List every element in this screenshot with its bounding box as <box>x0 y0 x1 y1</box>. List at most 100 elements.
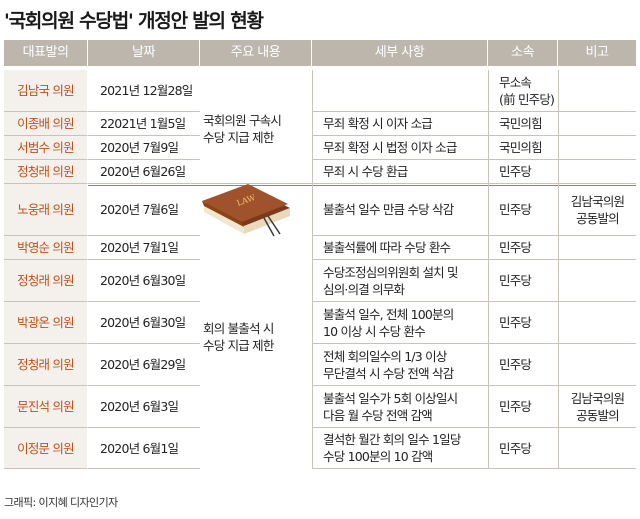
cell-text: 22021년 1월5일 <box>100 116 186 131</box>
date-cell: 2020년 7월9일 <box>88 136 200 160</box>
page-title: '국회의원 수당법' 개정안 발의 현황 <box>4 10 264 32</box>
detail-cell: 불출석 일수 만큼 수당 삭감 <box>312 184 488 236</box>
proposer-cell: 김남국 의원 <box>4 70 88 112</box>
detail-cell: 무죄 확정 시 법정 이자 소급 <box>312 136 488 160</box>
cell-text: 2020년 6월1일 <box>100 440 179 456</box>
proposer-cell: 서범수 의원 <box>4 136 88 160</box>
party-cell: 민주당 <box>488 260 558 302</box>
cell-line: 민주당 <box>499 202 532 217</box>
main-content-group-2: 회의 불출석 시 수당 지급 제한 <box>203 320 309 354</box>
cell-text: 김남국 의원 <box>17 83 74 98</box>
party-cell: 무소속 (前 민주당) <box>488 70 558 112</box>
detail-cell: 수당조정심의위원회 설치 및 심의·의결 의무화 <box>312 260 488 302</box>
cell-line: 무단결석 시 수당 전액 삭감 <box>323 365 454 381</box>
cell-line: 무소속 <box>499 74 532 90</box>
cell-text: 이종배 의원 <box>17 116 74 131</box>
graphic-credit: 그래픽: 이지혜 디자인기자 <box>4 496 118 509</box>
header-details: 세부 사항 <box>312 40 488 66</box>
party-cell: 민주당 <box>488 386 558 428</box>
cell-line: 민주당 <box>499 440 532 456</box>
detail-cell: 불출석 일수가 5회 이상일시 다음 월 수당 전액 감액 <box>312 386 488 428</box>
bill-table: 대표발의 날짜 주요 내용 세부 사항 소속 비고 국회의원 구속시 수당 지급… <box>4 40 636 484</box>
cell-line: 다음 월 수당 전액 감액 <box>323 407 433 423</box>
party-cell: 민주당 <box>488 160 558 184</box>
date-cell: 22021년 1월5일 <box>88 112 200 136</box>
note-cell <box>558 236 636 260</box>
cell-text: 박광온 의원 <box>17 315 74 330</box>
note-cell: 김남국의원 공동발의 <box>558 386 636 428</box>
cell-line: 불출석률에 따라 수당 환수 <box>323 240 451 255</box>
cell-text: 2020년 7월6일 <box>100 202 179 217</box>
cell-text: 노웅래 의원 <box>17 202 74 217</box>
date-cell: 2020년 6월1일 <box>88 428 200 469</box>
cell-line: 공동발의 <box>576 407 620 423</box>
main-content-line: 국회의원 구속시 <box>203 113 282 128</box>
date-cell: 2020년 7월6일 <box>88 184 200 236</box>
proposer-cell: 박광온 의원 <box>4 302 88 344</box>
proposer-cell: 이정문 의원 <box>4 428 88 469</box>
cell-text: 정청래 의원 <box>17 164 74 179</box>
cell-line: 공동발의 <box>576 210 620 226</box>
date-cell: 2020년 6월3일 <box>88 386 200 428</box>
cell-line: 불출석 일수 만큼 수당 삭감 <box>323 202 454 217</box>
main-content-line: 수당 지급 제한 <box>203 130 274 145</box>
main-content-line: 회의 불출석 시 <box>203 321 274 336</box>
date-cell: 2020년 6월26일 <box>88 160 200 184</box>
note-cell <box>558 428 636 469</box>
cell-line: 결석한 월간 회의 일수 1일당 <box>323 432 461 447</box>
cell-line: 김남국의원 <box>570 193 625 209</box>
note-cell <box>558 260 636 302</box>
cell-line: 불출석 일수가 5회 이상일시 <box>323 390 458 406</box>
cell-text: 2021년 12월28일 <box>100 83 193 98</box>
cell-line: 민주당 <box>499 164 532 179</box>
cell-line: 국민의힘 <box>499 116 543 131</box>
group-divider <box>4 185 636 186</box>
cell-text: 서범수 의원 <box>17 140 74 155</box>
cell-line: 민주당 <box>499 399 532 414</box>
detail-cell <box>312 70 488 112</box>
detail-cell: 전체 회의일수의 1/3 이상 무단결석 시 수당 전액 삭감 <box>312 344 488 386</box>
cell-line: 민주당 <box>499 357 532 372</box>
main-content-divider <box>200 183 312 184</box>
cell-text: 2020년 7월9일 <box>100 140 179 155</box>
cell-text: 박영순 의원 <box>17 240 74 255</box>
cell-line: 불출석 일수, 전체 100분의 <box>323 306 454 322</box>
date-cell: 2021년 12월28일 <box>88 70 200 112</box>
cell-line: 10 이상 시 수당 환수 <box>323 323 426 339</box>
cell-text: 2020년 6월30일 <box>100 273 186 288</box>
party-cell: 민주당 <box>488 302 558 344</box>
party-cell: 민주당 <box>488 428 558 469</box>
cell-line: 민주당 <box>499 315 532 330</box>
note-cell <box>558 302 636 344</box>
party-cell: 민주당 <box>488 344 558 386</box>
cell-text: 2020년 6월30일 <box>100 315 186 330</box>
detail-cell: 불출석 일수, 전체 100분의 10 이상 시 수당 환수 <box>312 302 488 344</box>
cell-text: 정청래 의원 <box>17 357 74 372</box>
main-content-line: 수당 지급 제한 <box>203 338 274 353</box>
proposer-cell: 노웅래 의원 <box>4 184 88 236</box>
date-cell: 2020년 6월29일 <box>88 344 200 386</box>
note-cell <box>558 112 636 136</box>
cell-line: 수당 100분의 10 감액 <box>323 449 433 464</box>
header-main-content: 주요 내용 <box>200 40 312 66</box>
header-note: 비고 <box>558 40 636 66</box>
cell-line: 무죄 확정 시 이자 소급 <box>323 116 433 131</box>
note-cell <box>558 160 636 184</box>
cell-line: 무죄 확정 시 법정 이자 소급 <box>323 140 457 155</box>
cell-line: 심의·의결 의무화 <box>323 281 405 297</box>
note-cell: 김남국의원 공동발의 <box>558 184 636 236</box>
header-proposer: 대표발의 <box>4 40 88 66</box>
cell-line: 전체 회의일수의 1/3 이상 <box>323 348 447 364</box>
proposer-cell: 정청래 의원 <box>4 344 88 386</box>
cell-line: 무죄 시 수당 환급 <box>323 164 408 179</box>
cell-line: (前 민주당) <box>499 91 555 107</box>
law-book-icon: LAW <box>202 184 290 237</box>
cell-line: 국민의힘 <box>499 140 543 155</box>
proposer-cell: 정청래 의원 <box>4 260 88 302</box>
cell-text: 2020년 6월29일 <box>100 357 186 372</box>
detail-cell: 불출석률에 따라 수당 환수 <box>312 236 488 260</box>
note-cell <box>558 136 636 160</box>
cell-text: 2020년 6월3일 <box>100 399 179 414</box>
party-cell: 국민의힘 <box>488 136 558 160</box>
